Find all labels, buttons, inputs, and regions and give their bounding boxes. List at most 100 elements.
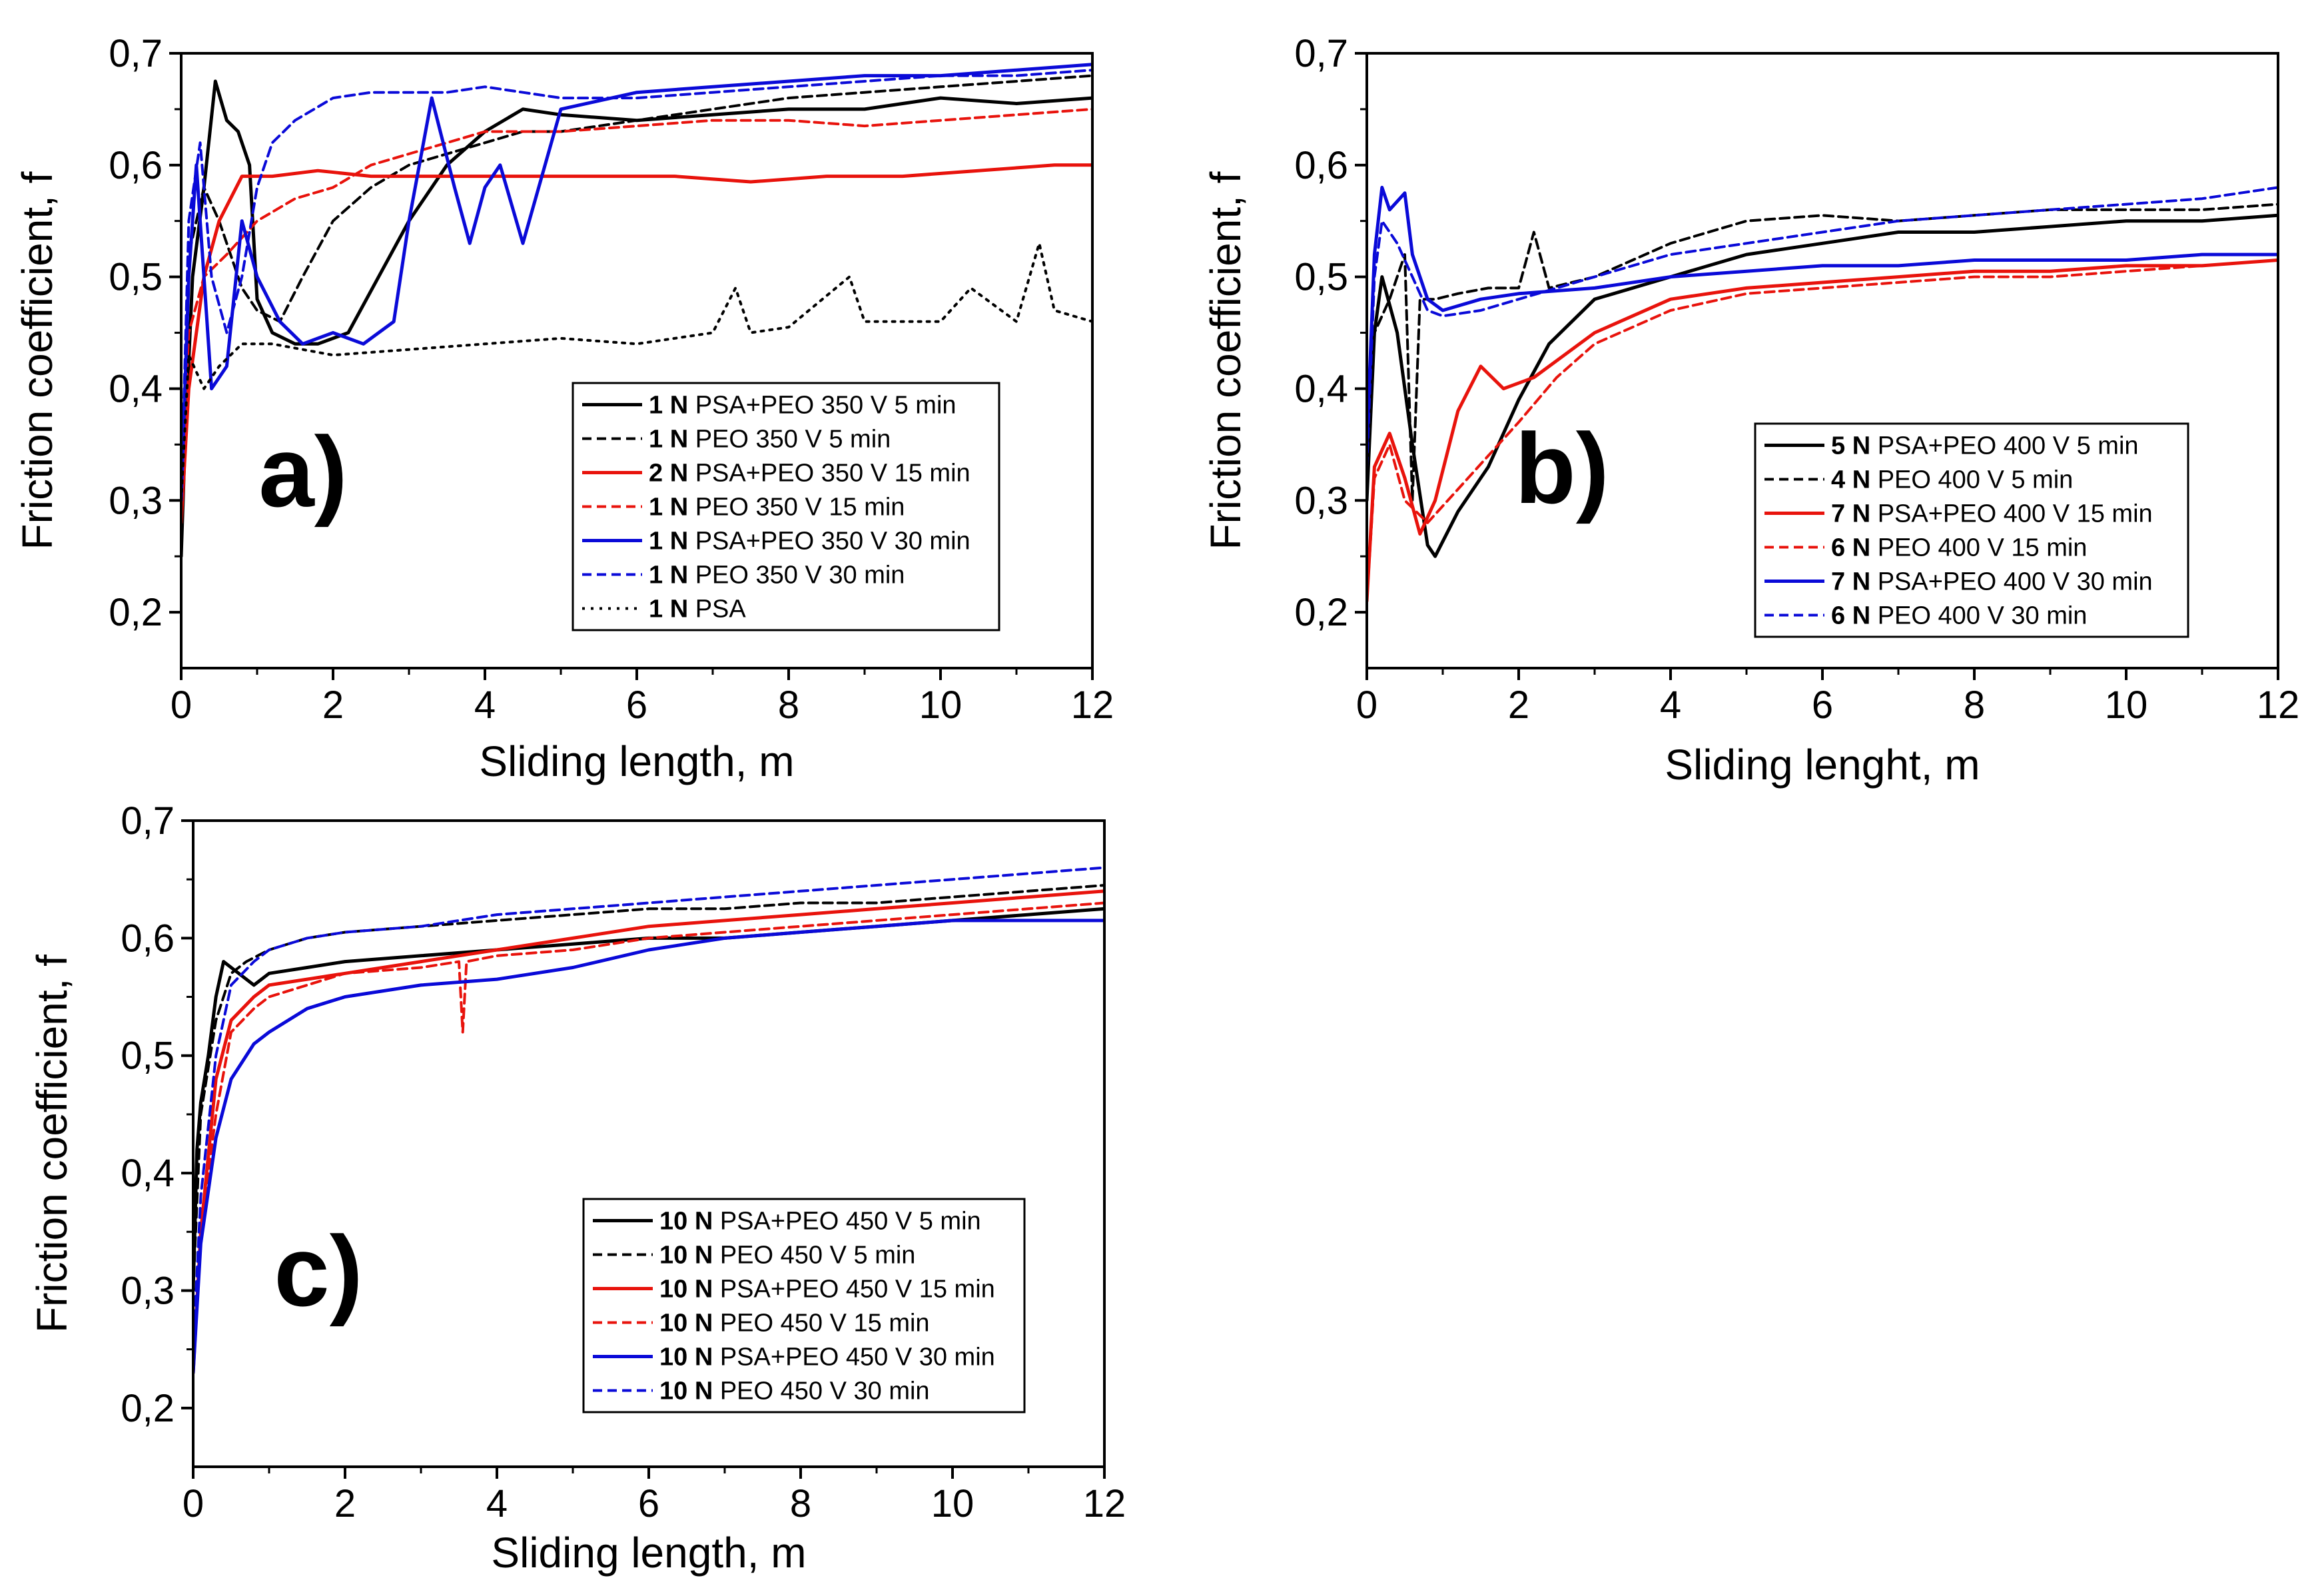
y-tick-label: 0,7 [1294,32,1348,75]
y-tick-label: 0,3 [109,479,163,522]
x-axis-title: Sliding length, m [491,1529,806,1577]
y-tick-label: 0,5 [121,1034,175,1078]
legend-entry: 1 N PSA+PEO 350 V 30 min [649,528,970,556]
legend-load: 6 N [1831,534,1870,562]
y-tick-label: 0,2 [109,591,163,634]
x-tick-label: 4 [486,1482,508,1525]
y-tick-label: 0,2 [121,1387,175,1430]
legend-label: PEO 450 V 15 min [713,1310,929,1338]
legend-load: 1 N [649,528,688,556]
y-axis-title: Friction coefficient, f [13,171,61,550]
legend-entry: 7 N PSA+PEO 400 V 30 min [1831,568,2153,596]
x-tick-label: 10 [931,1482,974,1525]
y-tick-label: 0,3 [121,1269,175,1312]
series-line-2 [181,74,1092,502]
series-line-5 [1367,185,2278,446]
legend-entry: 1 N PSA [649,596,746,623]
legend-entry: 10 N PSA+PEO 450 V 15 min [659,1276,995,1304]
legend-label: PEO 350 V 5 min [688,426,891,454]
legend-entry: 10 N PSA+PEO 450 V 5 min [659,1208,981,1236]
series-line-6 [1367,186,2278,468]
legend-entry: 1 N PEO 350 V 5 min [649,426,891,454]
legend-load: 1 N [649,392,688,420]
legend-entry: 10 N PEO 450 V 30 min [659,1378,930,1405]
y-tick-label: 0,6 [1294,144,1348,187]
legend-entry: 10 N PSA+PEO 450 V 30 min [659,1344,995,1372]
legend-load: 2 N [649,460,688,488]
legend-load: 7 N [1831,568,1870,596]
y-tick-label: 0,5 [1294,256,1348,299]
legend-load: 10 N [659,1378,713,1405]
y-tick-label: 0,7 [121,799,175,843]
series-line-6 [193,866,1104,1351]
legend-load: 10 N [659,1310,713,1338]
legend-label: PSA+PEO 450 V 30 min [713,1344,995,1372]
y-axis-title: Friction coefficient, f [28,955,76,1333]
legend-entry: 10 N PEO 450 V 15 min [659,1310,930,1338]
series-group [181,63,1092,558]
series-line-2 [1367,202,2278,502]
series-group [1367,185,2278,603]
y-axis-title: Friction coefficient, f [1202,171,1250,550]
legend-load: 1 N [649,562,688,590]
legend-label: PSA+PEO 350 V 5 min [688,392,956,420]
legend-load: 10 N [659,1242,713,1270]
legend-entry: 6 N PEO 400 V 30 min [1831,602,2087,630]
legend-load: 10 N [659,1276,713,1304]
legend-entry: 4 N PEO 400 V 5 min [1831,466,2073,494]
legend-load: 1 N [649,596,688,623]
legend-label: PEO 450 V 5 min [713,1242,915,1270]
x-tick-label: 6 [1812,683,1833,727]
legend-entry: 2 N PSA+PEO 350 V 15 min [649,460,970,488]
x-tick-label: 12 [1071,683,1114,727]
legend-load: 7 N [1831,500,1870,528]
x-tick-label: 6 [626,683,647,727]
x-tick-label: 0 [171,683,192,727]
legend-label: PEO 400 V 15 min [1870,534,2087,562]
x-tick-label: 2 [334,1482,356,1525]
y-tick-label: 0,6 [109,144,163,187]
series-line-3 [181,163,1092,525]
legend-load: 5 N [1831,432,1870,460]
y-tick-label: 0,6 [121,917,175,960]
legend-load: 6 N [1831,602,1870,630]
x-tick-label: 0 [183,1482,204,1525]
x-tick-label: 2 [322,683,344,727]
x-tick-label: 10 [919,683,963,727]
panel-c: 0 2 4 6 8 10 12 0,2 0,3 0,4 0,5 0,6 0,7 Sliding lengt… [28,799,1126,1577]
legend-label: PSA+PEO 450 V 5 min [713,1208,980,1236]
panel-label: c) [274,1215,362,1327]
legend-label: PSA+PEO 400 V 5 min [1870,432,2138,460]
panel-a: 0 2 4 6 8 10 12 0,2 0,3 0,4 0,5 0,6 0,7 Sliding lengt… [13,32,1114,785]
panel-label: a) [258,416,347,528]
x-axis-title: Sliding length, m [479,737,794,785]
legend-label: PSA+PEO 400 V 15 min [1870,500,2153,528]
series-group [193,866,1104,1375]
series-line-3 [193,889,1104,1375]
legend-label: PSA+PEO 450 V 15 min [713,1276,995,1304]
legend-entry: 7 N PSA+PEO 400 V 15 min [1831,500,2153,528]
y-tick-label: 0,5 [109,256,163,299]
legend-label: PSA+PEO 350 V 30 min [688,528,970,556]
y-tick-label: 0,3 [1294,479,1348,522]
legend-box [1754,422,2189,638]
legend-label: PEO 450 V 30 min [713,1378,929,1405]
legend-entry: 5 N PSA+PEO 400 V 5 min [1831,432,2139,460]
series-line-6 [181,69,1092,502]
y-tick-label: 0,2 [1294,591,1348,634]
legend-label: PEO 400 V 30 min [1870,602,2087,630]
legend-entry: 1 N PEO 350 V 30 min [649,562,905,590]
legend-load: 4 N [1831,466,1870,494]
x-tick-label: 8 [1964,683,1985,727]
legend-label: PSA [688,596,746,623]
legend-load: 10 N [659,1208,713,1236]
legend-box [582,1198,1026,1413]
y-tick-label: 0,7 [109,32,163,75]
x-tick-label: 4 [1660,683,1681,727]
panel-label: b) [1515,412,1609,524]
series-line-7 [181,242,1092,502]
legend-label: PSA+PEO 350 V 15 min [688,460,970,488]
legend-box [572,382,1000,631]
x-tick-label: 6 [638,1482,659,1525]
